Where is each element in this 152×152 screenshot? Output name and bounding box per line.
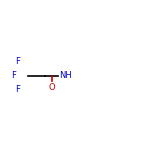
Text: F: F (16, 57, 20, 67)
Text: O: O (49, 83, 55, 92)
Text: NH: NH (59, 71, 71, 81)
Text: F: F (12, 71, 16, 81)
Text: F: F (16, 85, 20, 95)
